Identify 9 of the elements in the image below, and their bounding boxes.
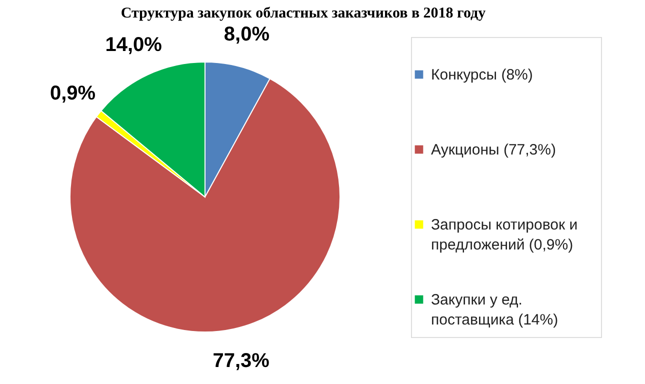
legend-label: Запросы котировок и предложений (0,9%) <box>431 216 578 254</box>
chart-title: Структура закупок областных заказчиков в 2018 году <box>120 5 486 22</box>
data-label: 14,0% <box>105 34 162 56</box>
legend-label: Аукционы (77,3%) <box>431 142 556 158</box>
data-label: 77,3% <box>212 350 270 372</box>
data-label: 0,9% <box>50 82 96 104</box>
legend-label: Конкурсы (8%) <box>431 66 533 84</box>
legend-label: Закупки у ед. поставщика (14%) <box>431 292 558 328</box>
data-label: 8,0% <box>224 23 270 46</box>
